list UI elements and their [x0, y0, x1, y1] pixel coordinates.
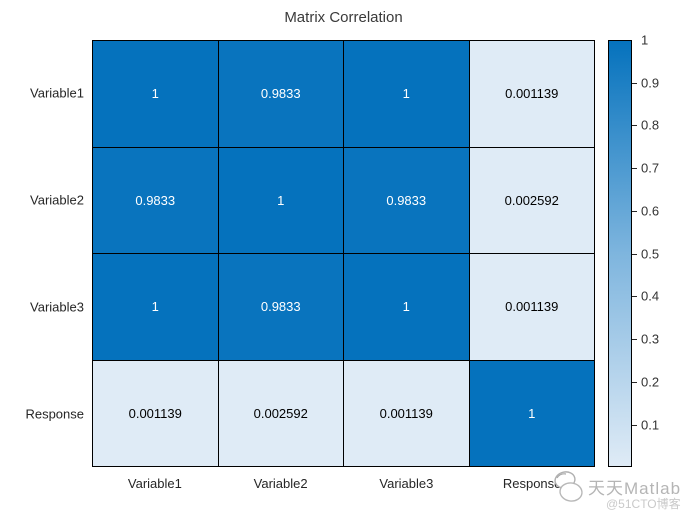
- cell-value: 0.002592: [253, 405, 308, 421]
- y-axis-label: Variable1: [30, 85, 84, 101]
- colorbar-tick: [632, 125, 637, 127]
- heatmap-cell: 1: [344, 41, 469, 147]
- heatmap-cell: 0.002592: [469, 147, 594, 253]
- watermark-brand-text: 天天Matlab: [588, 479, 682, 498]
- watermark: 天天Matlab @51CTO博客: [548, 466, 700, 522]
- heatmap-cell: 0.9833: [218, 254, 343, 360]
- heatmap-cell: 1: [93, 41, 218, 147]
- x-axis-label: Variable1: [127, 476, 182, 491]
- colorbar-tick: [632, 339, 637, 341]
- cell-value: 0.001139: [379, 405, 433, 421]
- cell-value: 0.001139: [505, 299, 559, 315]
- colorbar-tick: [632, 424, 637, 426]
- heatmap-cell: 1: [218, 147, 343, 253]
- cell-value: 0.9833: [260, 299, 301, 315]
- watermark-handle-text: @51CTO博客: [606, 497, 681, 511]
- watermark-logo-icon: [554, 471, 583, 502]
- heatmap-cell: 0.9833: [93, 147, 218, 253]
- colorbar-tick: [632, 82, 637, 84]
- colorbar-tick-label: 0.4: [641, 288, 660, 304]
- cell-value: 0.002592: [504, 192, 559, 208]
- cell-value: 1: [402, 86, 410, 102]
- colorbar-tick-label: 0.8: [641, 117, 660, 133]
- colorbar-tick-label: 0.7: [641, 160, 660, 176]
- heatmap-cell: 0.001139: [469, 254, 594, 360]
- heatmap-cell: 0.001139: [344, 360, 469, 466]
- cell-value: 1: [402, 299, 410, 315]
- cell-value: 0.9833: [260, 86, 301, 102]
- colorbar-tick: [632, 381, 637, 383]
- colorbar-tick: [632, 210, 637, 212]
- colorbar-tick: [632, 253, 637, 255]
- x-axis-label: Variable3: [379, 476, 434, 491]
- heatmap-grid: 1 0.9833 1 0.001139 0.9833 1 0.9833 0.002592 1 0.…: [92, 40, 595, 467]
- y-axis-label: Response: [25, 406, 84, 422]
- heatmap-cell: 0.001139: [469, 41, 594, 147]
- colorbar-tick-label: 0.2: [641, 374, 660, 390]
- colorbar-tick-label: 0.5: [641, 246, 660, 262]
- cell-value: 1: [528, 405, 536, 421]
- colorbar: [608, 40, 632, 467]
- heatmap-cell: 1: [469, 360, 594, 466]
- cell-value: 1: [151, 86, 159, 102]
- colorbar-tick-label: 0.9: [641, 75, 660, 91]
- y-axis-label: Variable2: [30, 192, 84, 208]
- cell-value: 1: [277, 192, 285, 208]
- heatmap-cell: 0.9833: [218, 41, 343, 147]
- colorbar-tick-label: 0.1: [641, 417, 660, 433]
- heatmap-cell: 0.002592: [218, 360, 343, 466]
- chart-title: Matrix Correlation: [284, 9, 403, 26]
- colorbar-tick-label: 0.3: [641, 331, 660, 347]
- x-axis-label: Variable2: [253, 476, 308, 491]
- x-axis-label: Response: [502, 476, 562, 491]
- cell-value: 0.001139: [128, 405, 182, 421]
- colorbar-tick: [632, 296, 637, 298]
- colorbar-tick: [632, 168, 637, 170]
- cell-value: 0.9833: [386, 192, 427, 208]
- heatmap-cell: 1: [344, 254, 469, 360]
- heatmap-cell: 0.001139: [93, 360, 218, 466]
- cell-value: 0.9833: [135, 192, 176, 208]
- cell-value: 0.001139: [505, 86, 559, 102]
- colorbar-tick-label: 1: [641, 32, 649, 48]
- heatmap-cell: 1: [93, 254, 218, 360]
- cell-value: 1: [151, 299, 159, 315]
- heatmap-cell: 0.9833: [344, 147, 469, 253]
- y-axis-label: Variable3: [30, 299, 84, 315]
- colorbar-tick-label: 0.6: [641, 203, 660, 219]
